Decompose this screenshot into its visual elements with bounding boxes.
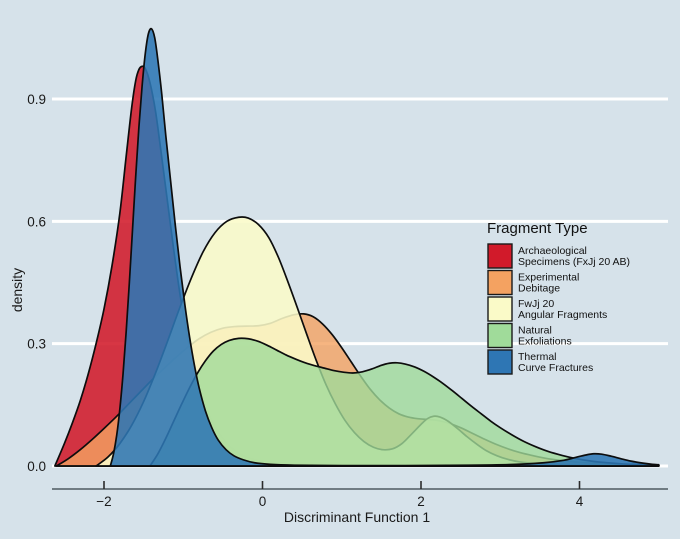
legend-label-1-line2: Debitage bbox=[518, 283, 560, 295]
x-tick-label-1: 0 bbox=[259, 494, 267, 509]
legend-label-3-line1: Natural bbox=[518, 325, 552, 337]
x-tick-label-2: 2 bbox=[417, 494, 425, 509]
legend-label-0-line1: Archaeological bbox=[518, 245, 587, 257]
legend-swatch-1 bbox=[487, 269, 513, 296]
density-areas-group bbox=[54, 27, 660, 467]
axis-group bbox=[52, 481, 668, 490]
legend-label-4-line1: Thermal bbox=[518, 351, 557, 363]
y-tick-label-1: 0.3 bbox=[27, 337, 46, 352]
legend-label-4-line2: Curve Fractures bbox=[518, 362, 593, 374]
legend-swatch-4 bbox=[487, 349, 513, 375]
density-curve-3 bbox=[149, 337, 660, 467]
density-outline-4 bbox=[109, 27, 660, 467]
legend-label-2-line2: Angular Fragments bbox=[518, 309, 607, 321]
density-curve-4 bbox=[109, 27, 660, 467]
legend-swatch-2 bbox=[487, 296, 513, 322]
y-tick-label-3: 0.9 bbox=[27, 92, 46, 107]
legend-label-2-line1: FwJj 20 bbox=[518, 298, 554, 310]
tick-labels-group: −2 0 2 4 0.0 0.3 0.6 0.9 bbox=[27, 92, 584, 509]
y-axis-title: density bbox=[9, 268, 25, 312]
legend-label-3-line2: Exfoliations bbox=[518, 336, 572, 348]
y-tick-label-0: 0.0 bbox=[27, 459, 46, 474]
density-outline-3 bbox=[149, 337, 660, 467]
x-tick-label-0: −2 bbox=[96, 494, 111, 509]
density-fill-3 bbox=[149, 338, 659, 466]
legend-label-0-line2: Specimens (FxJj 20 AB) bbox=[518, 256, 630, 268]
y-tick-label-2: 0.6 bbox=[27, 214, 46, 229]
legend-title: Fragment Type bbox=[487, 220, 588, 237]
x-axis-title: Discriminant Function 1 bbox=[284, 509, 430, 525]
legend-swatch-3 bbox=[487, 322, 513, 349]
legend-swatch-0 bbox=[487, 243, 513, 269]
density-fill-4 bbox=[110, 28, 659, 467]
x-tick-label-3: 4 bbox=[576, 494, 584, 509]
legend-label-1-line1: Experimental bbox=[518, 272, 579, 284]
axis-titles-group: density Discriminant Function 1 bbox=[9, 268, 430, 525]
